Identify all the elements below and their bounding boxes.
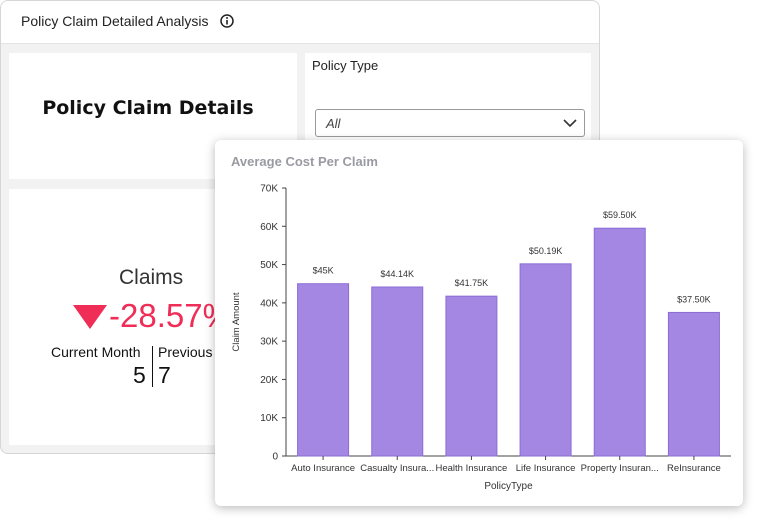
previous-value: 7 <box>158 362 171 388</box>
dashboard-panel: Policy Claim Detailed Analysis Policy Cl… <box>0 0 600 454</box>
bar-chart: 0 10K 20K 30K 40K 50K 60K 70K $45K Auto Insurance… <box>231 184 731 492</box>
details-tile-title: Policy Claim Details <box>42 97 254 119</box>
policy-type-select[interactable]: All <box>315 109 585 137</box>
x-tick-label: ReInsurance <box>667 463 721 474</box>
bar <box>445 295 498 457</box>
current-month-label: Current Month <box>51 344 141 360</box>
y-tick-label: 50K <box>260 260 278 271</box>
bar <box>297 283 350 457</box>
x-tick-label: Property Insuran... <box>581 463 659 474</box>
y-tick-label: 10K <box>260 413 278 424</box>
bar-data-label: $50.19K <box>529 246 563 256</box>
x-tick-label: Auto Insurance <box>291 463 355 474</box>
y-tick-label: 30K <box>260 337 278 348</box>
dashboard-title: Policy Claim Detailed Analysis <box>21 13 209 29</box>
y-tick-label: 0 <box>272 452 278 463</box>
x-axis-label: PolicyType <box>484 481 533 492</box>
info-icon[interactable] <box>220 14 234 28</box>
current-month-value: 5 <box>133 362 146 388</box>
y-tick-label: 60K <box>260 222 278 233</box>
policy-type-selected: All <box>326 116 341 131</box>
previous-label: Previous <box>158 344 213 360</box>
x-tick-label: Life Insurance <box>516 463 576 474</box>
bar-data-label: $45K <box>313 266 334 276</box>
bar <box>519 263 572 457</box>
dashboard-header: Policy Claim Detailed Analysis <box>1 1 599 44</box>
kpi-change-value: -28.57% <box>109 297 232 334</box>
bar <box>667 311 720 457</box>
kpi-title: Claims <box>119 266 184 289</box>
y-tick-label: 70K <box>260 184 278 195</box>
bar-data-label: $41.75K <box>455 278 489 288</box>
y-axis-label: Claim Amount <box>231 292 242 351</box>
y-tick-label: 40K <box>260 298 278 309</box>
chevron-down-icon <box>563 119 577 128</box>
x-tick-label: Health Insurance <box>436 463 508 474</box>
bar-data-label: $44.14K <box>380 269 414 279</box>
policy-type-label: Policy Type <box>312 58 379 73</box>
bar-data-label: $37.50K <box>677 294 711 304</box>
y-tick-label: 20K <box>260 375 278 386</box>
kpi-divider <box>152 346 153 387</box>
bar-data-label: $59.50K <box>603 210 637 220</box>
bar <box>371 286 424 457</box>
x-tick-label: Casualty Insura... <box>360 463 434 474</box>
chart-card: Average Cost Per Claim 0 10K 20K 30K 40K 50K 6… <box>215 140 743 506</box>
triangle-down-icon <box>73 305 107 329</box>
chart-title: Average Cost Per Claim <box>231 154 378 169</box>
bar <box>593 227 646 457</box>
